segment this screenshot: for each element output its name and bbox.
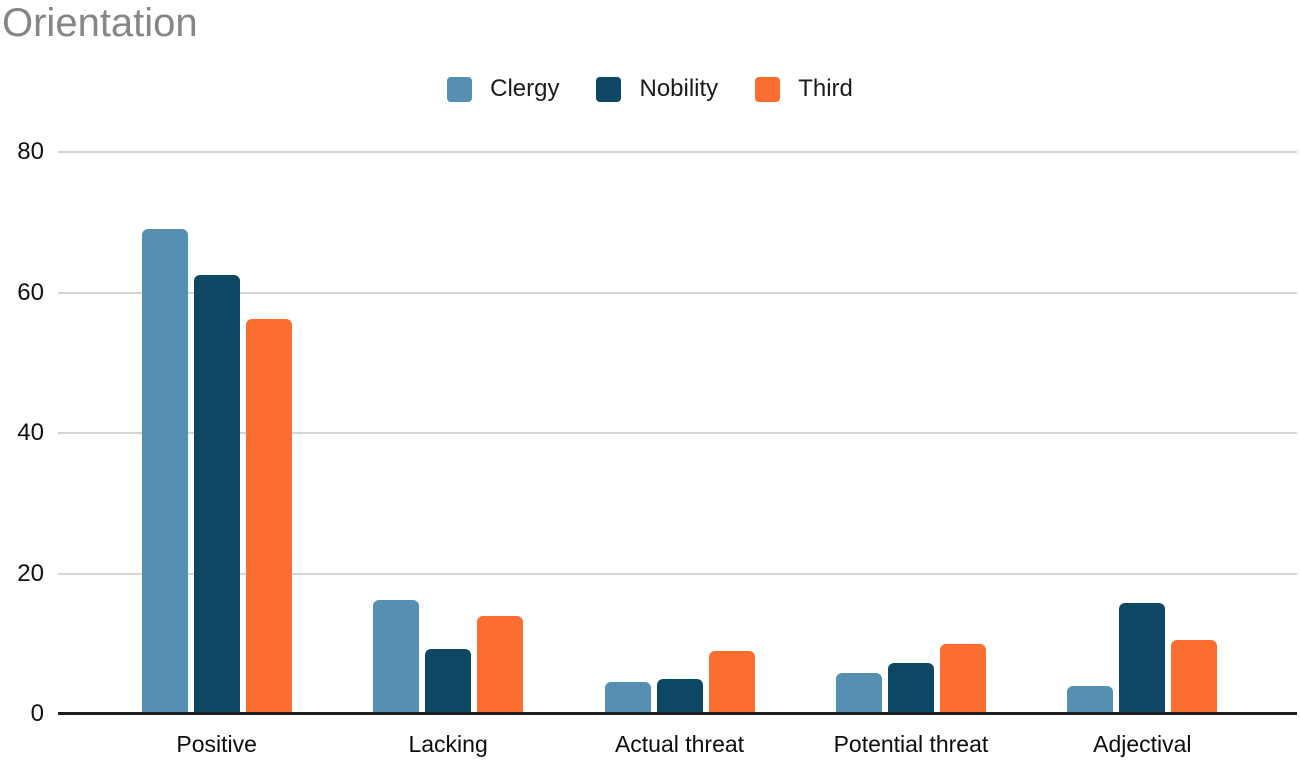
legend-label: Nobility xyxy=(639,75,719,102)
legend-label: Clergy xyxy=(490,75,560,102)
category-label: Positive xyxy=(176,731,257,757)
gridline-40 xyxy=(58,432,1297,434)
category-label: Lacking xyxy=(408,731,488,757)
bars-band xyxy=(101,152,1258,714)
bar-group-lacking xyxy=(332,152,563,714)
bar-clergy-adjectival xyxy=(1067,685,1114,714)
bar-group-adjectival xyxy=(1027,152,1258,714)
bar-group-actual-threat xyxy=(564,152,795,714)
category-label: Actual threat xyxy=(614,731,745,757)
category-label: Potential threat xyxy=(833,731,989,757)
y-tick-label-40: 40 xyxy=(17,419,44,446)
y-tick-label-20: 20 xyxy=(17,559,44,587)
chart-title: Orientation xyxy=(2,1,198,45)
x-axis-baseline xyxy=(58,712,1297,715)
bar-clergy-positive xyxy=(141,229,188,714)
gridline-80 xyxy=(58,151,1297,153)
legend-item-nobility: Nobility xyxy=(596,75,718,103)
legend-item-clergy: Clergy xyxy=(447,75,559,103)
bar-third-actual-threat xyxy=(708,651,755,714)
bar-clergy-actual-threat xyxy=(604,681,651,714)
gridline-60 xyxy=(58,291,1297,294)
bar-third-adjectival xyxy=(1171,640,1218,714)
legend-item-third: Third xyxy=(755,75,853,103)
y-tick-label-80: 80 xyxy=(17,138,44,165)
legend-swatch-clergy xyxy=(447,76,473,102)
bar-clergy-lacking xyxy=(373,600,420,714)
bar-third-lacking xyxy=(477,616,524,714)
legend-label: Third xyxy=(798,75,853,102)
bar-nobility-potential-threat xyxy=(887,663,934,714)
y-tick-label-0: 0 xyxy=(30,700,44,727)
gridline-20 xyxy=(58,572,1297,575)
bar-nobility-actual-threat xyxy=(656,678,703,714)
bar-group-positive xyxy=(101,152,332,714)
bar-group-potential-threat xyxy=(795,152,1026,714)
chart-legend: Clergy Nobility Third xyxy=(0,72,1300,106)
bar-third-potential-threat xyxy=(939,644,986,714)
x-axis: Positive Lacking Actual threat Potential th… xyxy=(101,730,1258,758)
legend-swatch-third xyxy=(755,76,781,102)
bar-nobility-lacking xyxy=(425,648,472,714)
bar-nobility-positive xyxy=(193,274,240,714)
bar-third-positive xyxy=(245,319,292,714)
plot-area xyxy=(58,151,1297,715)
bar-nobility-adjectival xyxy=(1119,603,1166,714)
legend-swatch-nobility xyxy=(596,76,622,102)
bar-clergy-potential-threat xyxy=(835,672,882,714)
y-tick-label-60: 60 xyxy=(17,278,44,306)
category-label: Adjectival xyxy=(1093,731,1192,757)
